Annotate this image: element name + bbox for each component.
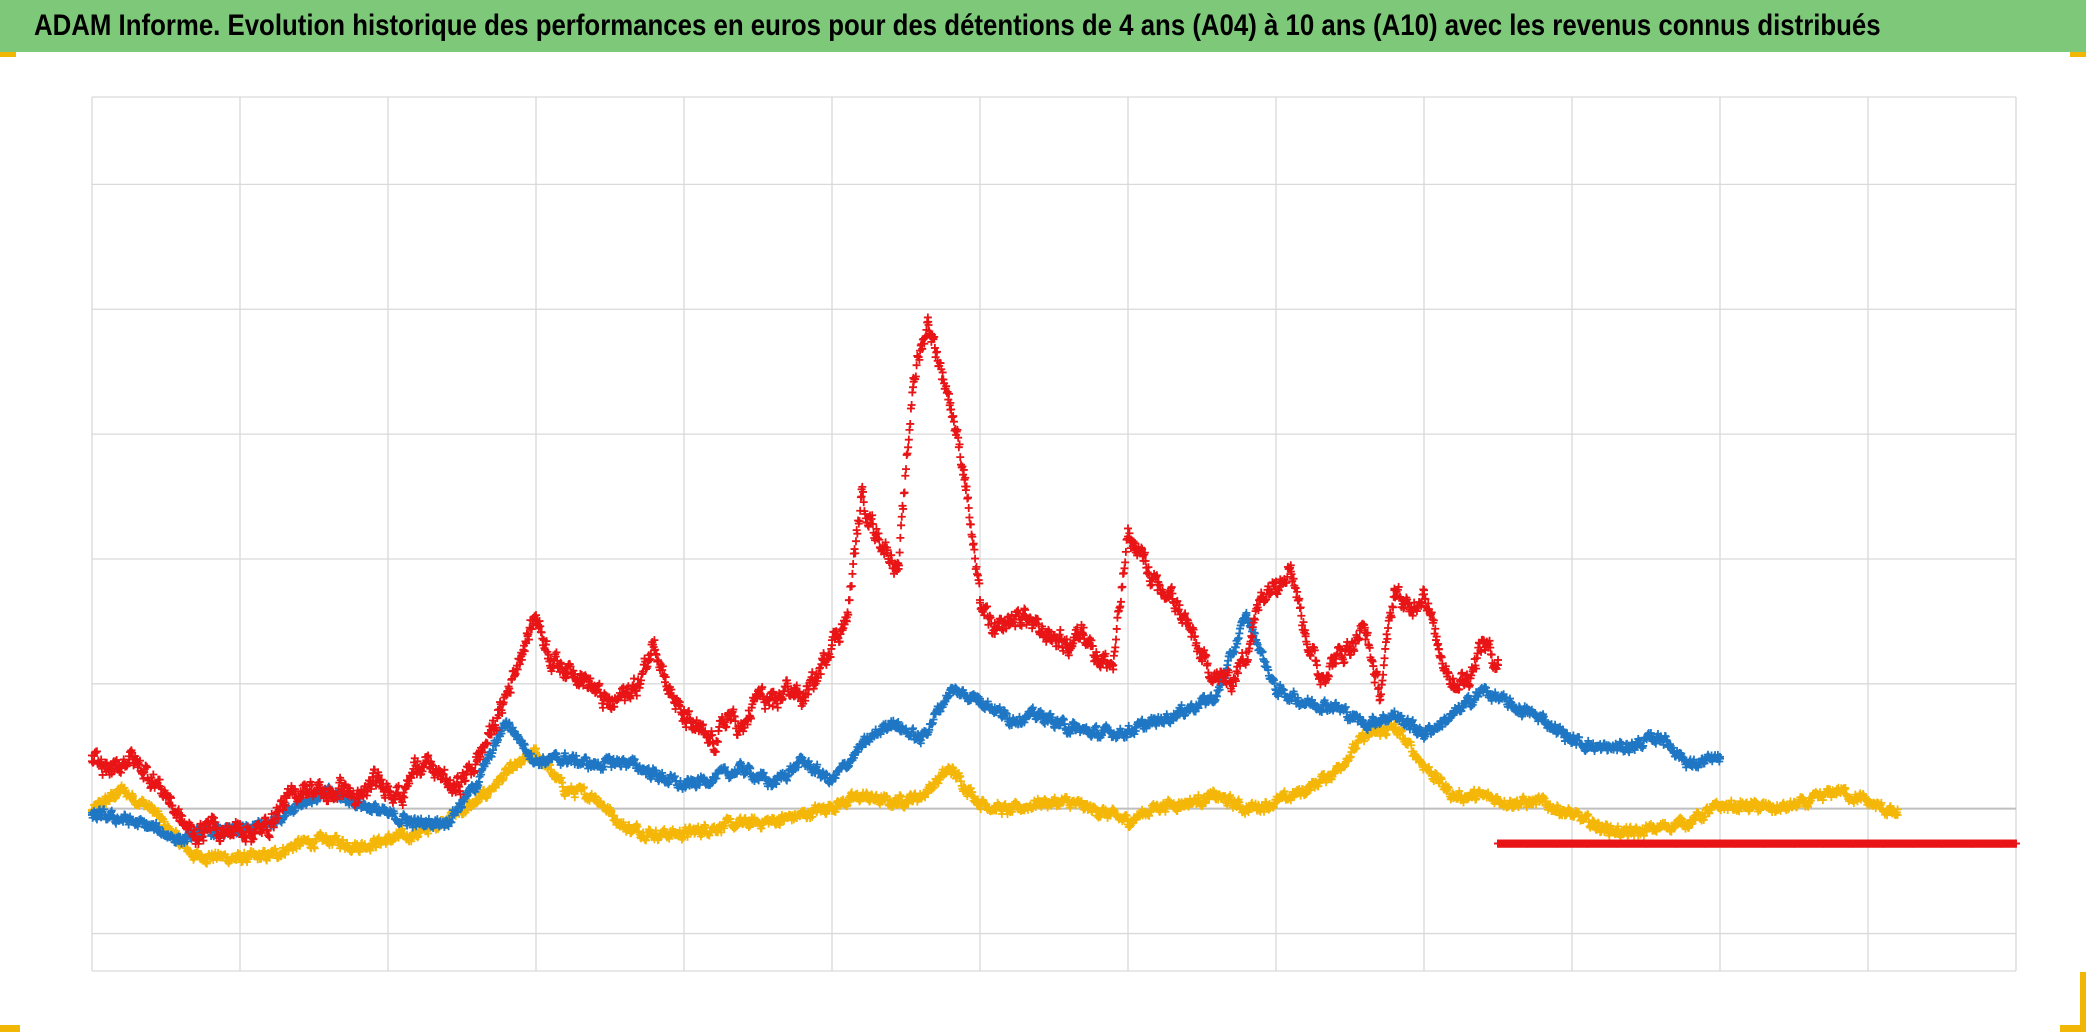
- title-bar: ADAM Informe. Evolution historique des p…: [0, 0, 2086, 52]
- frame-corner-top-right: [2070, 52, 2086, 57]
- frame-corner-bottom-right-h: [2060, 1025, 2086, 1032]
- frame-corner-bottom-left: [0, 1025, 20, 1032]
- grid: [91, 96, 2017, 972]
- frame-corner-top-left: [0, 52, 16, 57]
- frame-corner-bottom-right: [2080, 972, 2086, 1032]
- chart-title: ADAM Informe. Evolution historique des p…: [34, 9, 1881, 42]
- marker-a10: [310, 844, 319, 853]
- marker-a10: [579, 783, 588, 792]
- marker-a10: [757, 824, 766, 833]
- data-markers: [88, 313, 2020, 868]
